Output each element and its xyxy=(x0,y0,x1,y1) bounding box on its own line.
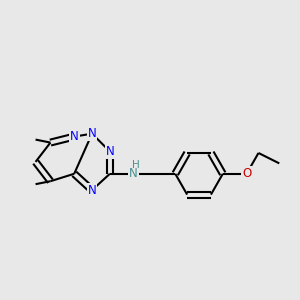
Text: O: O xyxy=(242,167,251,180)
Text: N: N xyxy=(70,130,79,143)
Text: N: N xyxy=(88,127,96,140)
Text: N: N xyxy=(129,167,138,180)
Text: N: N xyxy=(106,145,114,158)
Text: N: N xyxy=(88,184,96,196)
Text: H: H xyxy=(132,160,140,170)
